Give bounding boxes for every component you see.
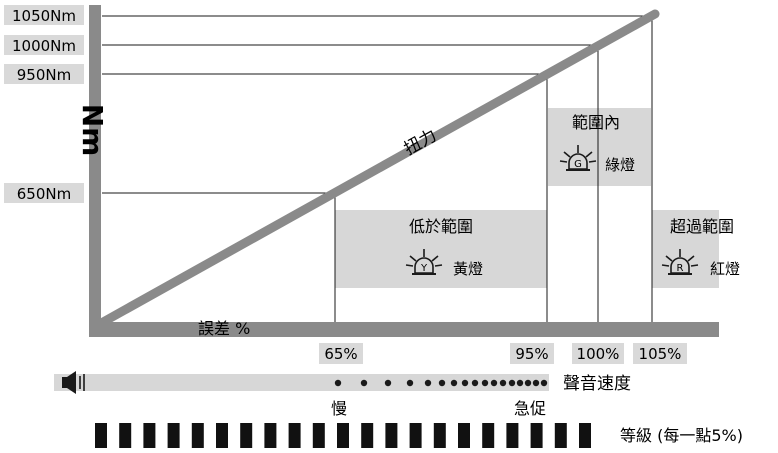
- sound-dot: [524, 379, 532, 387]
- level-bar: [506, 423, 519, 448]
- level-bar: [119, 423, 132, 448]
- yellow-lamp-letter: Y: [420, 263, 428, 274]
- slow-label: 慢: [331, 399, 347, 418]
- torque-label-bg-950: [4, 64, 84, 84]
- torque-label-bg-1050: [4, 5, 84, 25]
- torque-label-650: 650Nm: [17, 185, 71, 203]
- zone-in-lamp-label: 綠燈: [605, 156, 635, 174]
- sound-dots: [334, 379, 548, 387]
- sound-dot: [499, 379, 507, 387]
- torque-label-1000: 1000Nm: [12, 37, 76, 55]
- torque-label-bg-650: [4, 183, 84, 203]
- y-axis: [89, 5, 101, 337]
- level-bar: [361, 423, 374, 448]
- sound-dot: [424, 379, 432, 387]
- level-bar: [579, 423, 591, 448]
- level-bar: [385, 423, 398, 448]
- sound-dot: [384, 379, 392, 387]
- sound-dot: [508, 379, 516, 387]
- level-bar: [216, 423, 228, 448]
- torque-label-950: 950Nm: [17, 66, 71, 84]
- level-bar: [433, 423, 446, 448]
- sound-dot: [540, 379, 548, 387]
- level-bar: [409, 423, 422, 448]
- yellow-lamp-icon: Y: [405, 249, 443, 275]
- level-bar: [143, 423, 156, 448]
- zone-over-lamp-label: 紅燈: [710, 260, 740, 278]
- sound-dot: [490, 379, 498, 387]
- percent-label-bg-65: [319, 343, 363, 364]
- level-bar: [530, 423, 543, 448]
- torque-diagonal-label: 扭力: [401, 126, 440, 160]
- sound-dot: [481, 379, 489, 387]
- green-lamp-icon: G: [559, 145, 597, 171]
- sound-dot: [516, 379, 524, 387]
- sound-speed-label: 聲音速度: [563, 374, 631, 394]
- zone-over-title: 超過範圍: [670, 217, 734, 236]
- sound-dot: [532, 379, 540, 387]
- sound-bar: [54, 374, 549, 391]
- percent-label-95: 95%: [515, 345, 548, 363]
- level-bar: [240, 423, 253, 448]
- sound-dot: [406, 379, 414, 387]
- sound-dot: [450, 379, 458, 387]
- level-bar: [288, 423, 301, 448]
- torque-label-1050: 1050Nm: [12, 7, 76, 25]
- x-axis-label: 誤差 %: [198, 319, 250, 338]
- sound-dot: [471, 379, 479, 387]
- torque-label-bg-1000: [4, 35, 84, 55]
- level-bar: [312, 423, 325, 448]
- percent-label-65: 65%: [324, 345, 357, 363]
- zone-low-lamp-label: 黃燈: [453, 260, 483, 278]
- x-axis: [89, 322, 719, 337]
- y-axis-unit: Nm: [76, 104, 109, 157]
- zone-low-title: 低於範圍: [409, 217, 473, 236]
- percent-label-105: 105%: [639, 345, 682, 363]
- zone-low-box: [335, 210, 547, 288]
- zone-in-title: 範圍內: [572, 113, 620, 132]
- level-bar: [337, 423, 349, 448]
- percent-label-bg-105: [633, 343, 687, 364]
- level-bar: [191, 423, 204, 448]
- torque-diagonal: [91, 9, 660, 331]
- level-bar: [167, 423, 180, 448]
- sound-dot: [461, 379, 469, 387]
- percent-label-bg-100: [572, 343, 624, 364]
- sound-dot: [334, 379, 342, 387]
- level-bar: [264, 423, 277, 448]
- sound-dot: [438, 379, 446, 387]
- level-bar: [95, 423, 107, 448]
- sound-dot: [360, 379, 368, 387]
- fast-label: 急促: [514, 399, 546, 418]
- red-lamp-letter: R: [677, 263, 684, 274]
- percent-label-100: 100%: [577, 345, 620, 363]
- level-label: 等級 (每一點5%): [620, 426, 743, 445]
- speaker-icon: [62, 371, 85, 394]
- level-bars: [95, 423, 591, 448]
- red-lamp-icon: R: [661, 249, 699, 275]
- level-bar: [458, 423, 470, 448]
- green-lamp-letter: G: [574, 159, 582, 170]
- level-bar: [554, 423, 567, 448]
- level-bar: [482, 423, 495, 448]
- zone-in-box: [548, 108, 651, 186]
- percent-label-bg-95: [510, 343, 554, 364]
